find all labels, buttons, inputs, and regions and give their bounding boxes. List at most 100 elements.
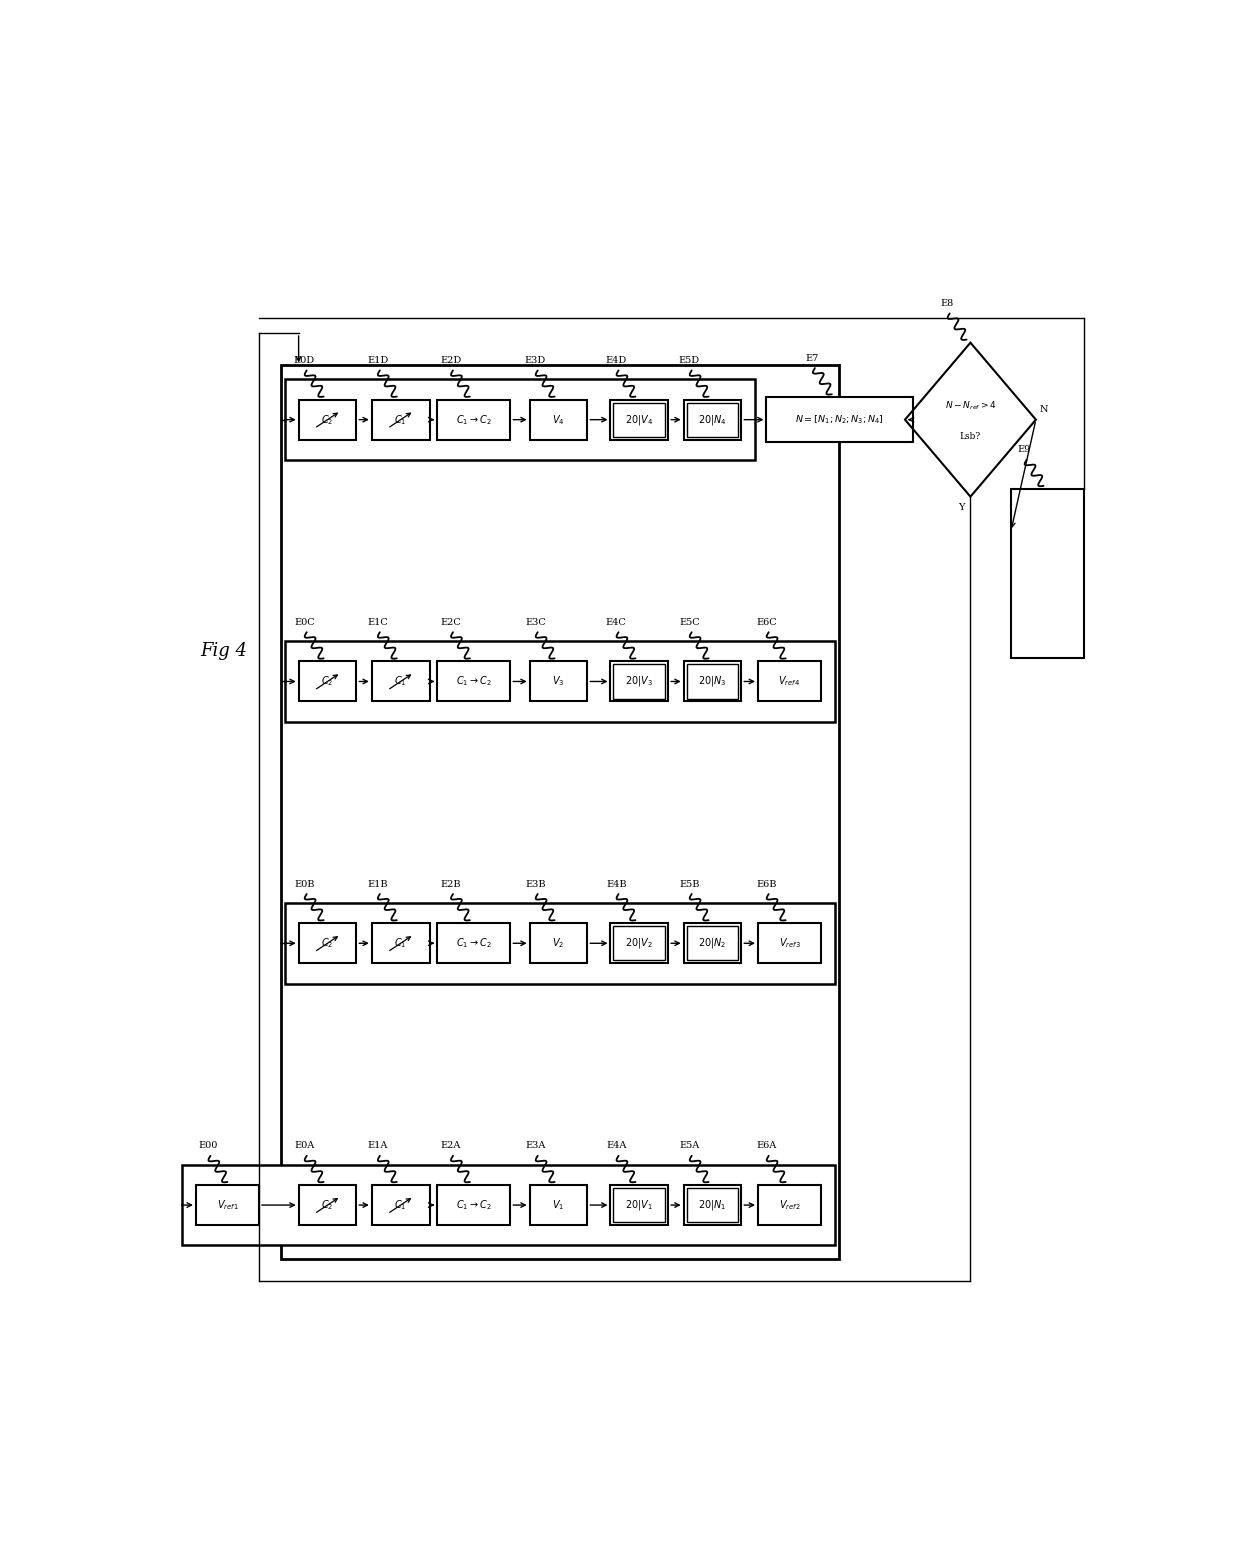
Bar	[766, 398, 913, 443]
Text: E0A: E0A	[294, 1141, 315, 1151]
Text: E5A: E5A	[680, 1141, 699, 1151]
Text: Lsb?: Lsb?	[960, 432, 981, 441]
Bar	[758, 662, 821, 702]
Text: E8: E8	[941, 300, 954, 307]
Text: $C_2$: $C_2$	[321, 1199, 334, 1211]
Text: $C_1{\to}C_2$: $C_1{\to}C_2$	[456, 936, 492, 950]
Text: E1A: E1A	[367, 1141, 388, 1151]
Bar	[285, 379, 755, 460]
Bar	[529, 1185, 588, 1225]
Bar	[683, 922, 742, 963]
Text: E3D: E3D	[525, 356, 546, 365]
Bar	[614, 402, 666, 436]
Bar	[683, 399, 742, 439]
Text: $V_1$: $V_1$	[552, 1199, 564, 1211]
Text: $20|N_3$: $20|N_3$	[698, 674, 727, 688]
Bar	[299, 922, 356, 963]
Text: E3B: E3B	[525, 879, 546, 888]
Text: $20|V_2$: $20|V_2$	[625, 936, 653, 950]
Bar	[610, 1185, 668, 1225]
Bar	[529, 922, 588, 963]
Text: $N-N_{ref}{>}4$: $N-N_{ref}{>}4$	[945, 399, 996, 412]
Bar	[281, 365, 838, 1259]
Text: E2B: E2B	[440, 879, 461, 888]
Text: $C_1$: $C_1$	[394, 413, 407, 427]
Text: E0B: E0B	[294, 879, 315, 888]
Bar	[372, 1185, 429, 1225]
Text: E2D: E2D	[440, 356, 461, 365]
Text: $20|V_3$: $20|V_3$	[625, 674, 653, 688]
Text: E2C: E2C	[440, 618, 461, 627]
Text: $V_{ref2}$: $V_{ref2}$	[779, 1199, 800, 1211]
Text: Y: Y	[957, 503, 965, 512]
Bar	[438, 1185, 511, 1225]
Text: $V_4$: $V_4$	[552, 413, 564, 427]
Text: E4B: E4B	[606, 879, 626, 888]
Text: $C_2$: $C_2$	[321, 674, 334, 688]
Text: E5B: E5B	[680, 879, 699, 888]
Bar	[683, 1185, 742, 1225]
Text: E6B: E6B	[756, 879, 776, 888]
Bar	[438, 399, 511, 439]
Bar	[372, 399, 429, 439]
Bar	[687, 665, 739, 699]
Bar	[438, 922, 511, 963]
Bar	[687, 1188, 739, 1222]
Bar	[610, 662, 668, 702]
Text: E1D: E1D	[367, 356, 388, 365]
Text: $20|V_4$: $20|V_4$	[625, 413, 653, 427]
Bar	[758, 1185, 821, 1225]
Text: $C_1$: $C_1$	[394, 1199, 407, 1211]
Text: $V_{ref1}$: $V_{ref1}$	[217, 1199, 238, 1211]
Text: N: N	[1040, 404, 1048, 413]
Text: $20|V_1$: $20|V_1$	[625, 1197, 653, 1211]
Text: $20|N_2$: $20|N_2$	[698, 936, 727, 950]
Text: $20|N_4$: $20|N_4$	[698, 413, 727, 427]
Text: E6A: E6A	[756, 1141, 776, 1151]
Text: E2A: E2A	[440, 1141, 461, 1151]
Bar	[299, 399, 356, 439]
Text: $N=[N_1;N_2;N_3;N_4]$: $N=[N_1;N_2;N_3;N_4]$	[795, 413, 884, 426]
Bar	[438, 662, 511, 702]
Text: E1B: E1B	[367, 879, 388, 888]
Text: E7: E7	[805, 354, 818, 363]
Bar	[687, 926, 739, 960]
Bar	[610, 399, 668, 439]
Bar	[614, 1188, 666, 1222]
Bar	[529, 662, 588, 702]
Text: E1C: E1C	[367, 618, 388, 627]
Bar	[285, 641, 835, 722]
Text: E0C: E0C	[294, 618, 315, 627]
Text: Fig 4: Fig 4	[201, 641, 248, 660]
Text: $C_1{\to}C_2$: $C_1{\to}C_2$	[456, 1199, 492, 1211]
Bar	[529, 399, 588, 439]
Bar	[299, 662, 356, 702]
Text: E0D: E0D	[294, 356, 315, 365]
Text: E3A: E3A	[526, 1141, 546, 1151]
Text: $C_1$: $C_1$	[394, 674, 407, 688]
Text: $C_1{\to}C_2$: $C_1{\to}C_2$	[456, 674, 492, 688]
Text: $20|N_1$: $20|N_1$	[698, 1197, 727, 1211]
Bar	[683, 662, 742, 702]
Text: $V_3$: $V_3$	[552, 674, 564, 688]
Bar	[614, 926, 666, 960]
Bar	[299, 1185, 356, 1225]
Text: E5C: E5C	[680, 618, 699, 627]
Bar	[614, 665, 666, 699]
Text: E4D: E4D	[605, 356, 627, 365]
Bar	[687, 402, 739, 436]
Text: E9: E9	[1018, 446, 1030, 455]
Text: $C_1$: $C_1$	[394, 936, 407, 950]
Text: $V_2$: $V_2$	[552, 936, 564, 950]
Bar	[1011, 489, 1084, 658]
Text: E4A: E4A	[606, 1141, 626, 1151]
Text: E6C: E6C	[756, 618, 776, 627]
Text: $V_{ref3}$: $V_{ref3}$	[779, 936, 801, 950]
Text: E4C: E4C	[606, 618, 626, 627]
Bar	[196, 1185, 259, 1225]
Text: $C_2$: $C_2$	[321, 936, 334, 950]
Bar	[182, 1165, 835, 1246]
Text: E5D: E5D	[678, 356, 699, 365]
Bar	[372, 922, 429, 963]
Text: E3C: E3C	[525, 618, 546, 627]
